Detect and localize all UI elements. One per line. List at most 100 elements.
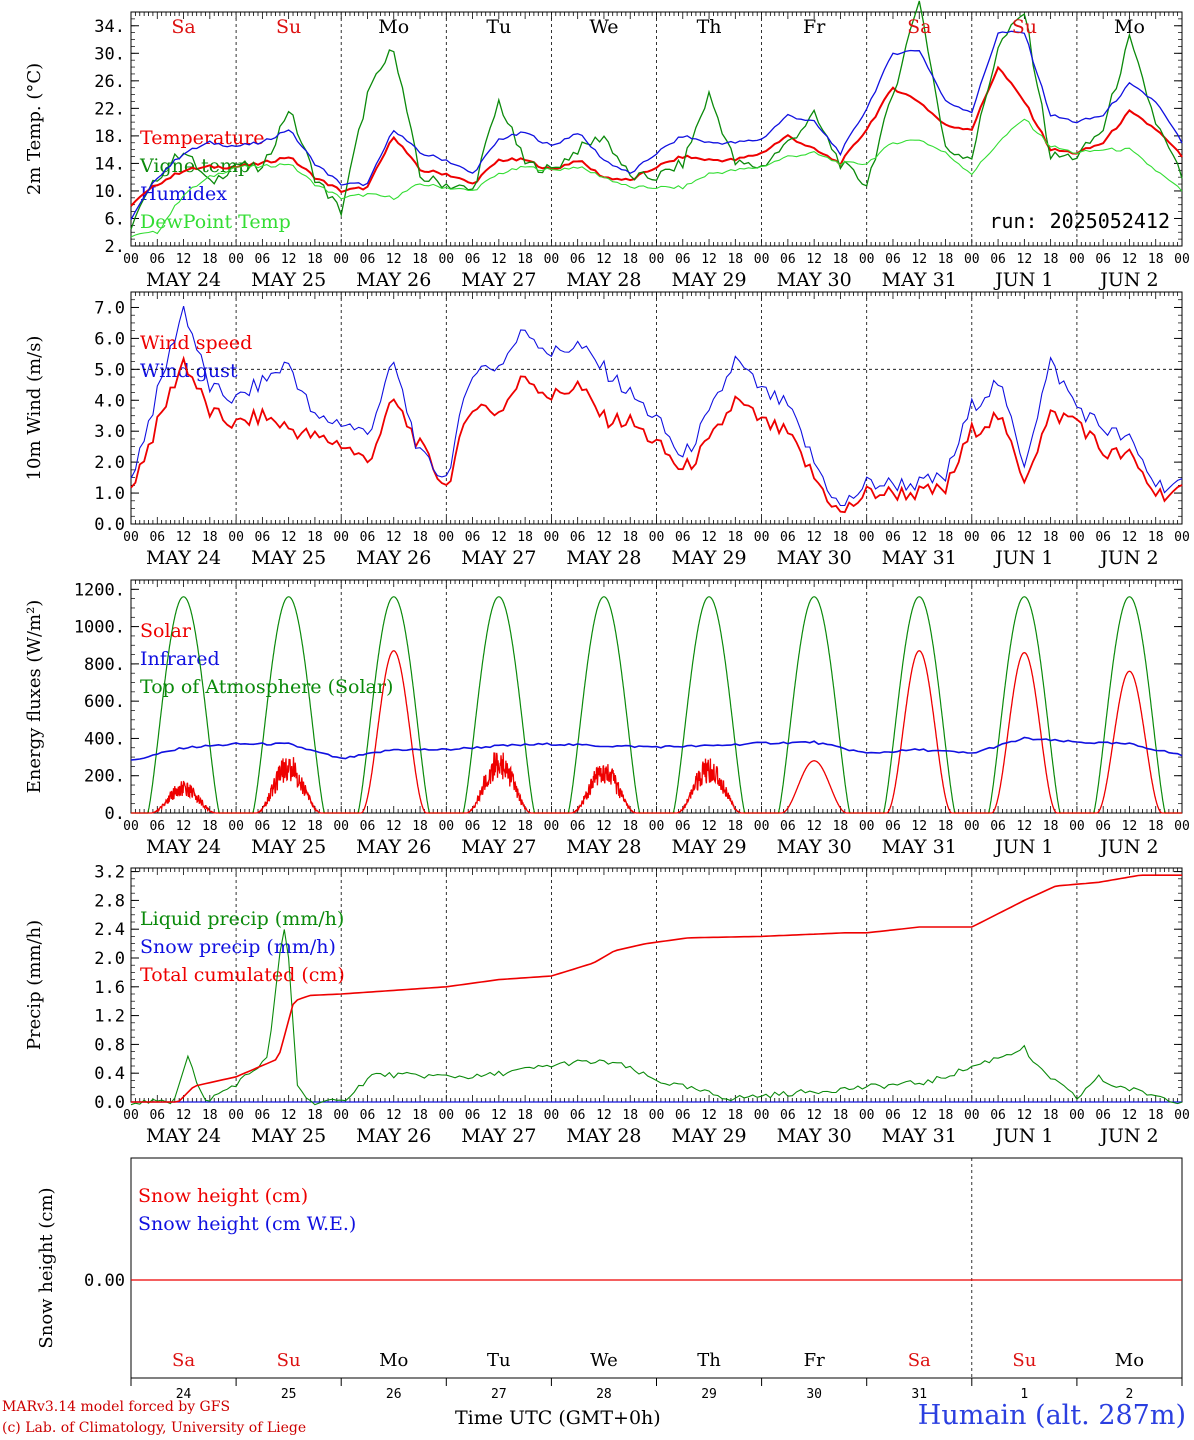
- hour-tick-label: 12: [596, 252, 612, 267]
- hour-tick-label: 06: [360, 1108, 376, 1123]
- hour-tick-label: 12: [596, 819, 612, 834]
- hour-tick-label: 12: [176, 252, 192, 267]
- hour-tick-label: 06: [1095, 1108, 1111, 1123]
- hour-tick-label: 06: [675, 530, 691, 545]
- hour-tick-label: 06: [990, 530, 1006, 545]
- liquid-precip-line: [130, 929, 1183, 1106]
- wind-series-line: [130, 355, 1183, 514]
- date-label: MAY 28: [566, 269, 641, 291]
- hour-tick-label: 00: [754, 819, 770, 834]
- hour-tick-label: 06: [780, 530, 796, 545]
- hour-tick-label: 12: [176, 530, 192, 545]
- date-label: MAY 29: [671, 836, 746, 858]
- hour-tick-label: 00: [964, 819, 980, 834]
- day-name: Sa: [907, 16, 931, 38]
- hour-tick-label: 00: [1174, 819, 1190, 834]
- y-axis-label: Energy fluxes (W/m²): [24, 600, 45, 794]
- date-label: MAY 27: [461, 269, 536, 291]
- day-name: Fr: [803, 16, 826, 38]
- hour-tick-label: 06: [255, 252, 271, 267]
- hour-tick-label: 18: [622, 1108, 638, 1123]
- precip-panel: 00 06 12 18 00 06 12 18 00 06 12 18 00 06 12 18 00 06 12 18…: [24, 863, 1190, 1147]
- legend-entry: Snow precip (mm/h): [140, 936, 336, 958]
- legend-entry: DewPoint Temp: [140, 211, 291, 233]
- hour-tick-label: 00: [438, 530, 454, 545]
- hour-tick-label: 00: [228, 1108, 244, 1123]
- legend-entry: Snow height (cm W.E.): [138, 1213, 356, 1235]
- y-tick-label: 800.: [84, 655, 125, 675]
- hour-tick-label: 12: [281, 819, 297, 834]
- hour-tick-label: 06: [360, 252, 376, 267]
- hour-tick-label: 12: [491, 252, 507, 267]
- y-tick-label: 0.0: [94, 515, 125, 535]
- cumulated-precip-line: [131, 874, 1182, 1103]
- hour-tick-label: 12: [176, 819, 192, 834]
- hour-tick-label: 12: [1122, 530, 1138, 545]
- hour-tick-label: 06: [255, 1108, 271, 1123]
- hour-tick-label: 18: [517, 1108, 533, 1123]
- hour-tick-label: 00: [123, 252, 139, 267]
- hour-tick-label: 12: [281, 252, 297, 267]
- hour-tick-label: 18: [202, 530, 218, 545]
- day-name: Su: [276, 16, 301, 38]
- y-tick-label: 14.: [94, 154, 125, 174]
- hour-tick-label: 06: [675, 252, 691, 267]
- run-label: run: 2025052412: [989, 209, 1170, 233]
- hour-tick-label: 18: [938, 530, 954, 545]
- hour-tick-label: 18: [412, 252, 428, 267]
- temp-series-line: [130, 118, 1183, 238]
- hour-tick-label: 06: [149, 1108, 165, 1123]
- hour-tick-label: 00: [1069, 819, 1085, 834]
- hour-tick-label: 06: [570, 1108, 586, 1123]
- station-name: Humain (alt. 287m): [917, 1400, 1186, 1431]
- y-tick-label: 26.: [94, 72, 125, 92]
- hour-tick-label: 06: [990, 252, 1006, 267]
- hour-tick-label: 12: [911, 819, 927, 834]
- date-label: JUN 1: [993, 547, 1053, 569]
- hour-tick-label: 00: [649, 819, 665, 834]
- y-tick-label: 1.0: [94, 484, 125, 504]
- hour-tick-label: 06: [570, 530, 586, 545]
- day-name: Su: [1012, 1350, 1036, 1371]
- hour-tick-label: 00: [1069, 530, 1085, 545]
- hour-tick-label: 06: [885, 819, 901, 834]
- hour-tick-label: 12: [806, 1108, 822, 1123]
- time-axis-label: Time UTC (GMT+0h): [455, 1407, 661, 1429]
- hour-tick-label: 18: [517, 530, 533, 545]
- date-label: JUN 2: [1098, 836, 1158, 858]
- hour-tick-label: 06: [465, 819, 481, 834]
- date-label: MAY 24: [146, 547, 221, 569]
- y-tick-label: 2.0: [94, 949, 125, 969]
- date-label: MAY 24: [146, 1125, 221, 1147]
- hour-tick-label: 18: [1148, 819, 1164, 834]
- hour-tick-label: 12: [1017, 819, 1033, 834]
- date-label: MAY 29: [671, 1125, 746, 1147]
- date-label: MAY 29: [671, 269, 746, 291]
- date-label: MAY 27: [461, 836, 536, 858]
- hour-tick-label: 18: [1148, 1108, 1164, 1123]
- day-name: Mo: [1114, 16, 1145, 38]
- hour-tick-label: 18: [307, 252, 323, 267]
- y-tick-label: 6.: [105, 209, 125, 229]
- snow-panel: 0.00 Snow height (cm) Snow height (cm) Snow…: [36, 1157, 1183, 1402]
- y-tick-label: 2.0: [94, 453, 125, 473]
- hour-tick-label: 18: [307, 530, 323, 545]
- hour-tick-label: 06: [990, 819, 1006, 834]
- date-label: MAY 26: [356, 836, 431, 858]
- legend-entry: Snow height (cm): [138, 1185, 308, 1207]
- hour-tick-label: 00: [333, 530, 349, 545]
- hour-tick-label: 00: [754, 1108, 770, 1123]
- hour-tick-label: 00: [438, 252, 454, 267]
- y-tick-label: 0.0: [94, 1093, 125, 1113]
- hour-tick-label: 18: [517, 252, 533, 267]
- temp-series-line: [130, 30, 1183, 221]
- day-number-label: 29: [701, 1387, 717, 1402]
- hour-tick-label: 18: [833, 530, 849, 545]
- hour-tick-label: 12: [1122, 819, 1138, 834]
- date-label: MAY 30: [777, 269, 852, 291]
- y-tick-label: 30.: [94, 44, 125, 64]
- hour-tick-label: 12: [701, 1108, 717, 1123]
- hour-tick-label: 18: [307, 819, 323, 834]
- y-tick-label: 400.: [84, 729, 125, 749]
